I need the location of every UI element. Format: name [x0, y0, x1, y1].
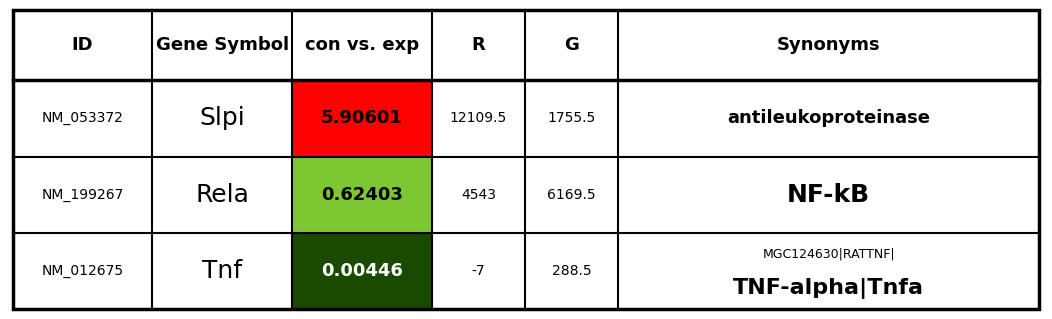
Bar — [13, 157, 153, 233]
Text: Tnf: Tnf — [202, 259, 242, 283]
Bar — [619, 80, 1039, 157]
Text: NM_012675: NM_012675 — [41, 264, 123, 278]
Text: 1755.5: 1755.5 — [547, 111, 595, 125]
Bar — [619, 157, 1039, 233]
Text: Synonyms: Synonyms — [777, 36, 881, 54]
Bar — [431, 233, 525, 309]
Text: ID: ID — [72, 36, 94, 54]
Text: -7: -7 — [471, 264, 485, 278]
Bar — [619, 10, 1039, 80]
Text: R: R — [471, 36, 485, 54]
Bar — [153, 10, 292, 80]
Text: NM_199267: NM_199267 — [41, 188, 124, 202]
Bar — [292, 10, 431, 80]
Text: 5.90601: 5.90601 — [321, 109, 403, 127]
Bar — [525, 233, 619, 309]
Text: G: G — [564, 36, 579, 54]
Text: con vs. exp: con vs. exp — [305, 36, 419, 54]
Text: 12109.5: 12109.5 — [450, 111, 507, 125]
Bar — [525, 10, 619, 80]
Bar — [13, 233, 153, 309]
Text: 4543: 4543 — [461, 188, 495, 202]
Bar — [13, 80, 153, 157]
Text: antileukoproteinase: antileukoproteinase — [727, 109, 930, 127]
Bar — [153, 233, 292, 309]
Bar — [292, 157, 431, 233]
Text: Slpi: Slpi — [199, 106, 245, 130]
Text: Rela: Rela — [196, 183, 249, 207]
Bar — [13, 10, 153, 80]
Bar — [431, 157, 525, 233]
Text: Gene Symbol: Gene Symbol — [156, 36, 288, 54]
Bar — [525, 157, 619, 233]
Bar — [619, 233, 1039, 309]
Text: NF-kB: NF-kB — [787, 183, 870, 207]
Text: MGC124630|RATTNF|: MGC124630|RATTNF| — [763, 248, 895, 261]
Bar — [292, 80, 431, 157]
Bar — [525, 80, 619, 157]
Bar — [431, 80, 525, 157]
Bar — [153, 157, 292, 233]
Text: TNF-alpha|Tnfa: TNF-alpha|Tnfa — [733, 278, 925, 299]
Text: 288.5: 288.5 — [551, 264, 591, 278]
Bar — [153, 80, 292, 157]
Text: 0.00446: 0.00446 — [321, 262, 403, 280]
Bar — [431, 10, 525, 80]
Bar — [292, 233, 431, 309]
Text: 6169.5: 6169.5 — [547, 188, 595, 202]
Text: NM_053372: NM_053372 — [41, 111, 123, 125]
Text: 0.62403: 0.62403 — [321, 186, 403, 204]
